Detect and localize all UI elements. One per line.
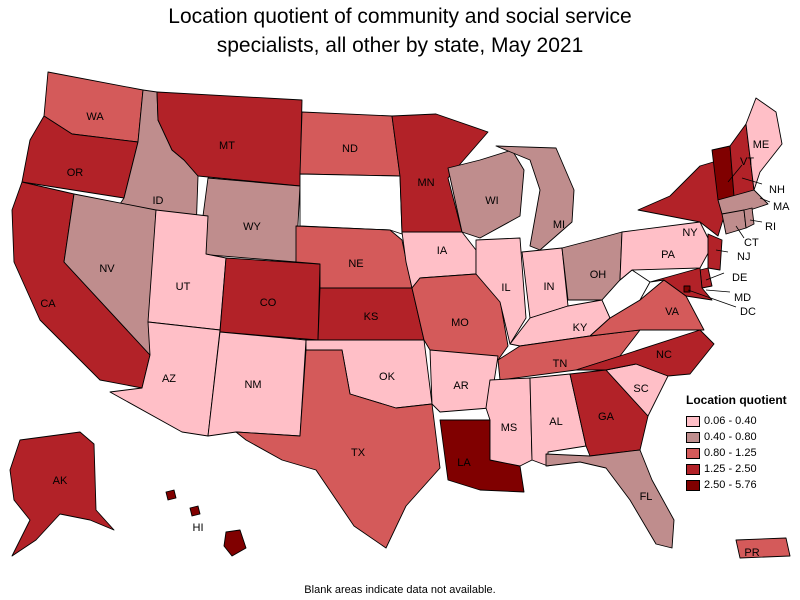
state-label-CT: CT: [744, 237, 759, 249]
state-label-AR: AR: [453, 380, 468, 392]
state-SD[interactable]: [299, 173, 403, 235]
state-label-NV: NV: [99, 263, 115, 275]
state-label-NY: NY: [682, 227, 698, 239]
state-label-OR: OR: [67, 167, 84, 179]
legend: Location quotient 0.06 - 0.40 0.40 - 0.8…: [686, 393, 796, 493]
state-label-AL: AL: [549, 416, 562, 428]
state-WY[interactable]: [197, 177, 301, 263]
state-TX[interactable]: [235, 349, 441, 549]
state-NC[interactable]: [575, 329, 715, 377]
legend-label: 1.25 - 2.50: [704, 463, 757, 475]
state-label-UT: UT: [176, 281, 191, 293]
title-line-2: specialists, all other by state, May 202…: [216, 34, 584, 57]
state-label-KS: KS: [364, 311, 379, 323]
legend-row: 0.80 - 1.25: [686, 445, 796, 461]
state-label-NE: NE: [348, 258, 363, 270]
state-label-IN: IN: [544, 281, 555, 293]
state-label-RI: RI: [765, 221, 776, 233]
state-label-MS: MS: [501, 422, 518, 434]
state-label-CA: CA: [40, 298, 56, 310]
state-label-PA: PA: [661, 249, 676, 261]
state-label-PR: PR: [744, 547, 759, 559]
state-label-AK: AK: [53, 475, 68, 487]
state-label-MD: MD: [734, 292, 751, 304]
state-labels: WA OR CA ID NV MT WY UT AZ CO NM ND NE KS OK TX MN IA MO AR…: [40, 111, 790, 559]
map-title: Location quotient of community and socia…: [0, 2, 800, 60]
state-label-DE: DE: [732, 272, 747, 284]
state-label-TN: TN: [553, 358, 568, 370]
state-label-MA: MA: [773, 201, 790, 213]
title-line-1: Location quotient of community and socia…: [168, 5, 632, 28]
state-label-DC: DC: [740, 306, 756, 318]
legend-row: 0.40 - 0.80: [686, 429, 796, 445]
state-CT[interactable]: [721, 209, 747, 235]
state-label-NJ: NJ: [737, 251, 750, 263]
state-AR[interactable]: [429, 349, 499, 413]
state-MO[interactable]: [411, 273, 509, 361]
state-label-MI: MI: [553, 219, 565, 231]
state-label-OK: OK: [379, 371, 396, 383]
state-label-LA: LA: [457, 457, 471, 469]
state-label-IL: IL: [501, 282, 510, 294]
state-WI[interactable]: [447, 149, 525, 239]
state-label-TX: TX: [351, 447, 366, 459]
legend-row: 1.25 - 2.50: [686, 461, 796, 477]
state-label-WA: WA: [86, 111, 104, 123]
state-MA[interactable]: [717, 189, 769, 215]
state-label-VA: VA: [665, 306, 680, 318]
legend-swatch: [686, 479, 700, 491]
state-label-NC: NC: [656, 349, 672, 361]
state-TN[interactable]: [497, 329, 641, 381]
state-DC[interactable]: [683, 285, 691, 293]
state-AK[interactable]: [9, 431, 115, 557]
state-label-ND: ND: [342, 143, 358, 155]
state-label-OH: OH: [590, 269, 607, 281]
state-MD[interactable]: [649, 267, 713, 301]
state-MN[interactable]: [391, 113, 489, 233]
legend-swatch: [686, 447, 700, 459]
state-label-ID: ID: [153, 195, 164, 207]
state-label-WY: WY: [243, 221, 261, 233]
state-label-MO: MO: [451, 317, 469, 329]
legend-title: Location quotient: [686, 393, 787, 407]
legend-label: 0.06 - 0.40: [704, 415, 757, 427]
state-label-SC: SC: [633, 383, 648, 395]
state-label-AZ: AZ: [162, 373, 176, 385]
state-HI[interactable]: [165, 489, 247, 557]
state-label-NH: NH: [769, 184, 785, 196]
legend-label: 0.40 - 0.80: [704, 431, 757, 443]
state-label-NM: NM: [244, 379, 261, 391]
footnote: Blank areas indicate data not available.: [304, 584, 496, 596]
leader-lines: [687, 164, 771, 308]
state-label-KY: KY: [573, 322, 588, 334]
state-label-ME: ME: [753, 139, 770, 151]
legend-row: 0.06 - 0.40: [686, 413, 796, 429]
state-label-MT: MT: [219, 140, 235, 152]
legend-swatch: [686, 431, 700, 443]
state-label-FL: FL: [640, 491, 653, 503]
state-NJ[interactable]: [707, 233, 723, 271]
state-FL[interactable]: [545, 449, 675, 549]
state-label-VT: VT: [740, 156, 754, 168]
state-label-CO: CO: [260, 297, 277, 309]
legend-label: 2.50 - 5.76: [704, 479, 757, 491]
legend-row: 2.50 - 5.76: [686, 477, 796, 493]
state-label-MN: MN: [417, 177, 434, 189]
legend-swatch: [686, 415, 700, 427]
legend-label: 0.80 - 1.25: [704, 447, 757, 459]
state-label-HI: HI: [193, 522, 204, 534]
state-PR[interactable]: [735, 537, 791, 559]
state-label-IA: IA: [437, 245, 448, 257]
state-label-WI: WI: [485, 195, 498, 207]
state-label-GA: GA: [598, 411, 615, 423]
legend-swatch: [686, 463, 700, 475]
state-RI[interactable]: [743, 207, 755, 229]
